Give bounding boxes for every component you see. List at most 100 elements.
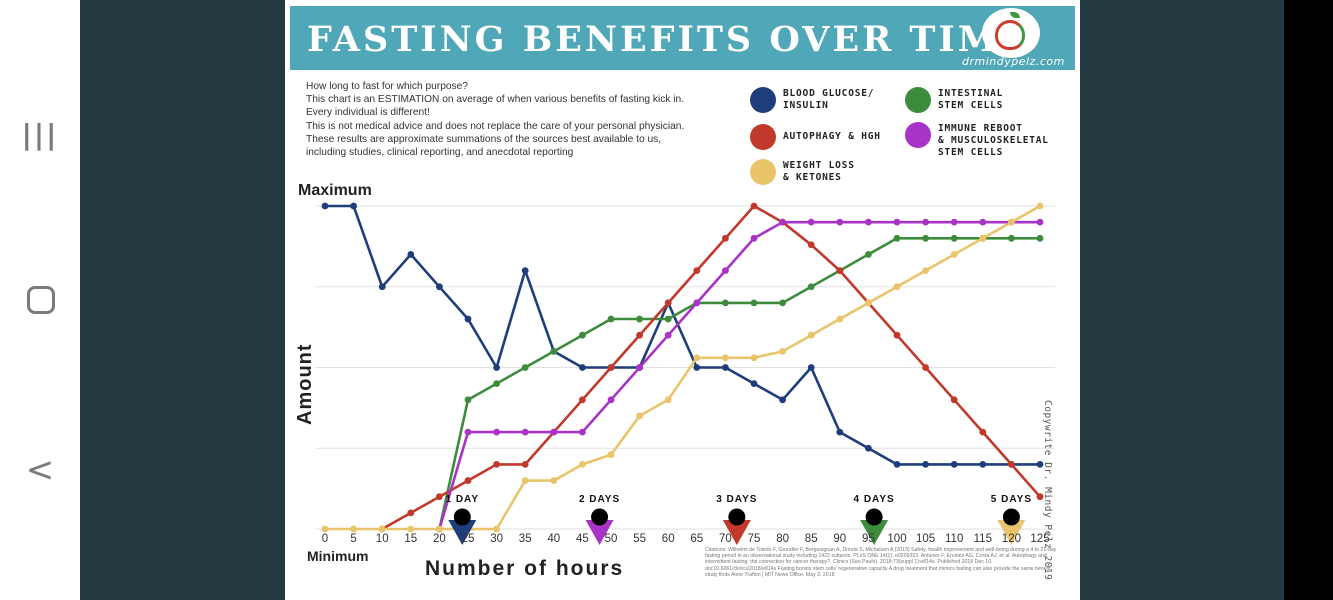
data-point — [493, 525, 500, 533]
day-marker-label: 5 DAYS — [991, 494, 1032, 505]
day-marker-label: 3 DAYS — [716, 494, 757, 505]
citations-text: Citations: Wilhelmi de Toledo F, Grundle… — [705, 547, 1057, 578]
series-line-3 — [438, 220, 1040, 530]
data-point — [693, 267, 701, 274]
intro-line: This is not medical advice and does not … — [306, 120, 685, 132]
data-point — [950, 396, 958, 404]
data-point — [779, 396, 786, 404]
data-point — [865, 299, 872, 307]
home-icon[interactable] — [27, 286, 55, 314]
data-point — [378, 525, 386, 533]
data-point — [407, 251, 415, 258]
data-point — [893, 283, 901, 291]
data-point — [521, 364, 529, 371]
day-marker-arrow — [585, 520, 614, 545]
data-point — [893, 218, 901, 226]
data-point — [807, 241, 815, 249]
x-tick-label: 45 — [576, 533, 589, 545]
legend-label: IMMUNE REBOOT & MUSCULOSKELETAL STEM CEL… — [938, 123, 1049, 158]
data-point — [1036, 234, 1044, 242]
data-point — [493, 380, 500, 388]
day-marker-dot — [865, 508, 883, 526]
data-point — [979, 428, 987, 436]
data-point — [722, 364, 729, 371]
data-point — [664, 299, 672, 307]
data-point — [750, 380, 758, 388]
data-point — [722, 299, 729, 307]
x-tick-label: 90 — [833, 533, 846, 545]
x-tick-label: 30 — [490, 533, 503, 545]
y-max-label: Maximum — [298, 182, 372, 199]
data-point — [607, 315, 615, 323]
data-point — [836, 218, 844, 226]
x-tick-label: 105 — [916, 533, 935, 545]
title-banner: FASTING BENEFITS OVER TIME drmindypelz.c… — [290, 6, 1075, 70]
data-point — [722, 354, 729, 362]
data-point — [521, 477, 529, 484]
intro-line: This chart is an ESTIMATION on average o… — [306, 94, 685, 106]
photo-background-right — [1080, 0, 1284, 600]
data-point — [521, 428, 529, 436]
data-point — [579, 331, 586, 339]
back-icon[interactable]: < — [25, 450, 55, 490]
chart-lines — [321, 202, 1044, 533]
data-point — [664, 331, 672, 339]
x-tick-label: 55 — [633, 533, 646, 545]
data-point — [521, 267, 529, 274]
recent-apps-icon[interactable]: ||| — [21, 118, 59, 151]
chart-grid — [315, 205, 1055, 530]
data-point — [636, 364, 643, 371]
x-tick-label: 100 — [887, 533, 906, 545]
x-tick-label: 75 — [748, 533, 761, 545]
site-url: drmindypelz.com — [962, 55, 1065, 68]
x-tick-label: 15 — [404, 533, 417, 545]
data-point — [807, 218, 815, 226]
x-tick-label: 65 — [690, 533, 703, 545]
data-point — [636, 412, 643, 420]
x-tick-label: 5 — [350, 533, 356, 545]
x-tick-label: 35 — [519, 533, 532, 545]
series-line-1 — [438, 237, 1040, 530]
legend-item-blood-glucose: BLOOD GLUCOSE/ INSULIN — [750, 87, 874, 113]
data-point — [321, 525, 329, 533]
data-point — [579, 364, 586, 371]
data-point — [893, 461, 901, 468]
data-point — [893, 234, 901, 242]
legend-swatch — [750, 124, 776, 150]
legend-swatch — [905, 122, 931, 148]
data-point — [779, 218, 786, 226]
data-point — [922, 218, 929, 226]
x-tick-labels: 0 5 10 15 20 25 30 35 40 45 50 55 60 65 70 75 80 85 90 95 10… — [322, 533, 1050, 545]
legend-label: WEIGHT LOSS & KETONES — [783, 160, 855, 183]
legend-item-weight-loss: WEIGHT LOSS & KETONES — [750, 159, 855, 185]
x-tick-label: 120 — [1002, 533, 1021, 545]
data-point — [436, 493, 443, 501]
data-point — [779, 347, 786, 355]
x-tick-label: 85 — [805, 533, 818, 545]
x-tick-label: 40 — [547, 533, 560, 545]
fasting-line-chart: 1 DAY 2 DAYS 3 DAYS 4 DAYS 5 DAYS 0 5 10 15 20 25… — [294, 182, 1055, 580]
infographic-poster[interactable]: FASTING BENEFITS OVER TIME drmindypelz.c… — [285, 0, 1080, 600]
data-point — [836, 315, 844, 323]
screen-edge — [1284, 0, 1333, 600]
data-point — [750, 299, 758, 307]
intro-text: How long to fast for which purpose? This… — [306, 80, 756, 159]
legend-label: BLOOD GLUCOSE/ INSULIN — [783, 88, 875, 111]
legend-label: AUTOPHAGY & HGH — [783, 131, 881, 142]
data-point — [550, 477, 558, 484]
data-point — [636, 315, 643, 323]
data-point — [865, 251, 872, 258]
data-point — [407, 525, 415, 533]
data-point — [693, 354, 701, 362]
day-marker-arrow — [997, 520, 1026, 545]
data-point — [750, 354, 758, 362]
day-marker-label: 1 DAY — [446, 494, 480, 505]
data-point — [950, 251, 958, 258]
navigation-bar: ||| < — [0, 0, 80, 600]
day-marker-arrow — [722, 520, 751, 545]
data-point — [836, 267, 844, 274]
x-tick-label: 10 — [376, 533, 389, 545]
day-marker-label: 2 DAYS — [579, 494, 620, 505]
data-point — [321, 202, 329, 210]
x-tick-label: 20 — [433, 533, 446, 545]
